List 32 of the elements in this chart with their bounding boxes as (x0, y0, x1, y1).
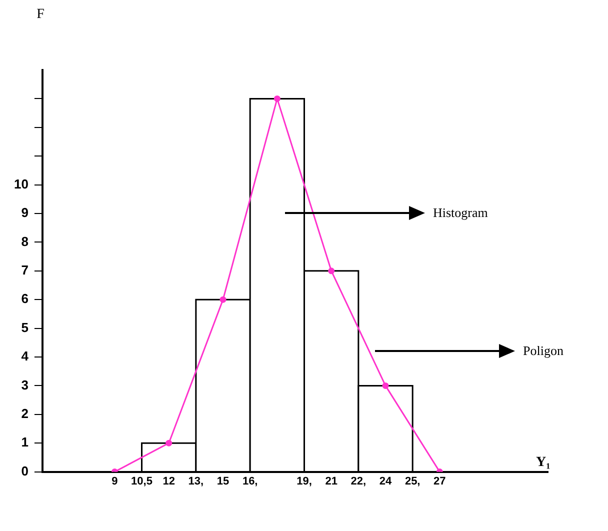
x-tick-label: 16, (242, 475, 258, 488)
x-tick-label: 15 (216, 475, 230, 488)
point (328, 268, 335, 274)
x-tick-label: 27 (434, 475, 446, 488)
point (274, 95, 280, 102)
y-tick-label: 7 (21, 262, 28, 278)
x-tick-label: 19, (296, 475, 312, 488)
x-tick-label: 10,5 (131, 475, 152, 488)
x-tick-label: 25, (404, 475, 420, 488)
annotation: Poligon (523, 343, 564, 359)
x-tick-label: 21 (325, 475, 338, 488)
x-tick-label: 13, (188, 475, 204, 488)
y-tick-label: 10 (14, 176, 28, 192)
point (166, 440, 172, 446)
y-tick-label: 2 (21, 406, 28, 421)
y-tick-label: 9 (21, 205, 28, 220)
annotation: Histogram (433, 205, 488, 221)
y-tick-label: 8 (21, 234, 28, 249)
y-tick-label: 4 (21, 348, 30, 364)
x-tick-label: 12 (162, 475, 175, 488)
y-tick-label: 0 (21, 463, 28, 478)
y-tick-label: 1 (21, 434, 28, 450)
x-tick-label: 22, (350, 475, 366, 488)
y-tick-label: 3 (21, 377, 28, 392)
x-axis-title: Y₁ (536, 454, 550, 470)
point (382, 382, 389, 389)
y-axis-title: F (36, 7, 45, 22)
x-tick-label: 24 (379, 475, 392, 488)
y-tick-label: 5 (21, 320, 28, 335)
point (220, 296, 226, 303)
y-tick-label: 6 (21, 291, 28, 306)
x-tick-label: 9 (112, 475, 118, 488)
